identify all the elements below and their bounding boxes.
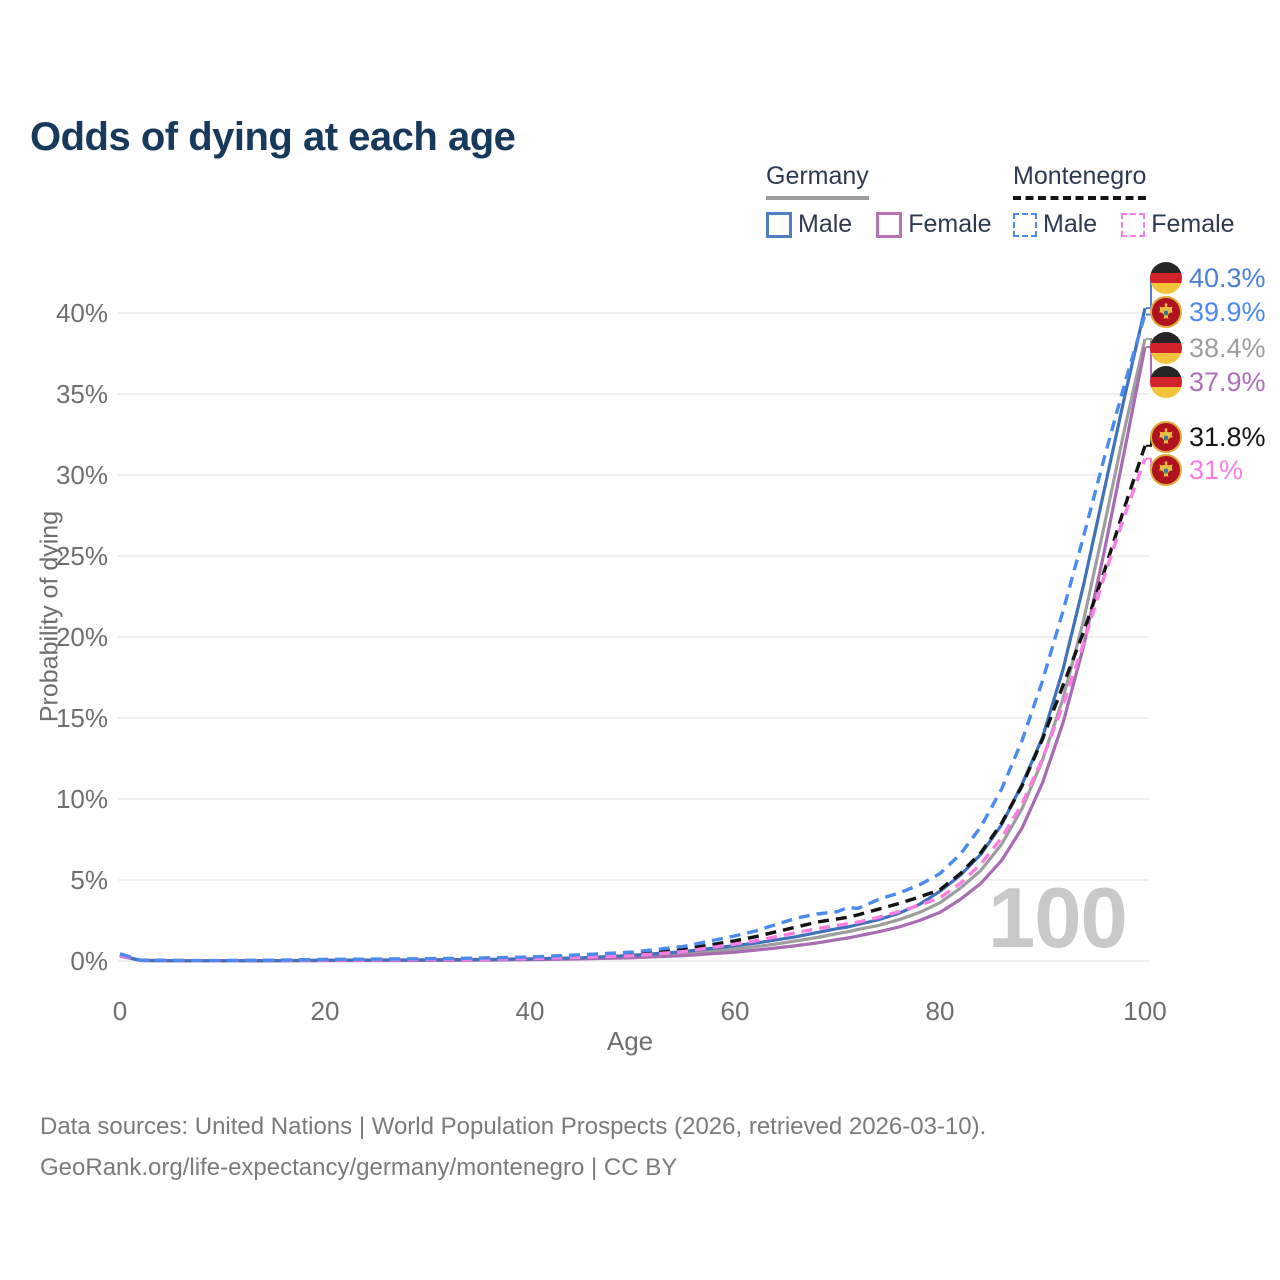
y-tick-label: 25% (56, 541, 108, 571)
footer: Data sources: United Nations | World Pop… (40, 1106, 986, 1188)
footer-attribution: GeoRank.org/life-expectancy/germany/mont… (40, 1154, 678, 1181)
series-line-germany-all[interactable] (119, 338, 1147, 963)
x-tick-label: 60 (721, 996, 750, 1026)
germany-flag-icon (1150, 262, 1182, 294)
series-line-montenegro-all[interactable] (119, 445, 1147, 963)
legend-country-montenegro[interactable]: Montenegro (1013, 162, 1147, 190)
legend-label-germany-male: Male (798, 210, 853, 238)
x-tick-label: 100 (1123, 996, 1166, 1026)
legend-group-germany: Germany Male Female (766, 162, 992, 239)
legend-country-germany[interactable]: Germany (766, 162, 869, 190)
y-tick-label: 40% (56, 298, 108, 328)
footer-data-sources: Data sources: United Nations | World Pop… (40, 1113, 987, 1140)
germany-female-swatch-icon (876, 211, 903, 238)
legend-label-germany-female: Female (908, 210, 992, 238)
age-cursor-watermark: 100 (988, 871, 1128, 966)
montenegro-flag-icon (1150, 454, 1182, 486)
montenegro-female-swatch-icon (1121, 212, 1146, 237)
legend-label-montenegro-female: Female (1151, 210, 1235, 238)
series-line-germany-male[interactable] (119, 307, 1147, 963)
page-title: Odds of dying at each age (30, 114, 516, 159)
end-label-montenegro-all: 31.8% (1150, 420, 1266, 454)
end-label-germany-all: 38.4% (1150, 331, 1266, 365)
end-label-value-germany-male: 40.3% (1189, 262, 1266, 293)
germany-male-swatch-icon (766, 211, 792, 238)
y-tick-label: 15% (56, 703, 108, 733)
end-label-montenegro-male: 39.9% (1150, 295, 1266, 329)
x-tick-label: 20 (311, 996, 340, 1026)
montenegro-flag-icon (1150, 421, 1182, 453)
x-axis-title: Age (606, 1026, 654, 1056)
end-label-germany-male: 40.3% (1150, 261, 1266, 295)
montenegro-male-swatch-icon (1013, 212, 1037, 237)
montenegro-flag-icon (1150, 296, 1182, 328)
x-tick-label: 40 (516, 996, 545, 1026)
legend-group-montenegro: Montenegro Male Female (1013, 162, 1235, 239)
legend-item-montenegro-male[interactable]: Male (1013, 210, 1097, 239)
germany-flag-icon (1150, 332, 1182, 364)
series-line-montenegro-female[interactable] (119, 458, 1147, 963)
x-tick-label: 0 (113, 996, 127, 1026)
y-tick-label: 30% (56, 460, 108, 490)
legend-label-montenegro-male: Male (1043, 210, 1098, 238)
germany-underline (766, 196, 869, 200)
y-tick-label: 0% (70, 946, 108, 976)
end-label-value-germany-female: 37.9% (1189, 366, 1266, 397)
y-tick-label: 20% (56, 622, 108, 652)
y-tick-label: 5% (70, 865, 108, 895)
legend-item-montenegro-female[interactable]: Female (1121, 210, 1235, 239)
end-label-germany-female: 37.9% (1150, 365, 1266, 399)
legend-item-germany-female[interactable]: Female (876, 210, 992, 239)
x-tick-label: 80 (926, 996, 955, 1026)
end-label-montenegro-female: 31% (1150, 453, 1243, 487)
y-tick-label: 35% (56, 379, 108, 409)
end-label-value-germany-all: 38.4% (1189, 332, 1266, 363)
germany-flag-icon (1150, 366, 1182, 398)
end-label-value-montenegro-male: 39.9% (1189, 296, 1266, 327)
y-axis-title: Probability of dying (35, 510, 64, 723)
y-tick-label: 10% (56, 784, 108, 814)
series-line-germany-female[interactable] (119, 346, 1147, 963)
legend-item-germany-male[interactable]: Male (766, 210, 852, 239)
end-label-value-montenegro-female: 31% (1189, 454, 1244, 485)
montenegro-underline (1013, 196, 1147, 200)
series-line-montenegro-male[interactable] (119, 314, 1147, 963)
end-label-value-montenegro-all: 31.8% (1189, 421, 1266, 452)
